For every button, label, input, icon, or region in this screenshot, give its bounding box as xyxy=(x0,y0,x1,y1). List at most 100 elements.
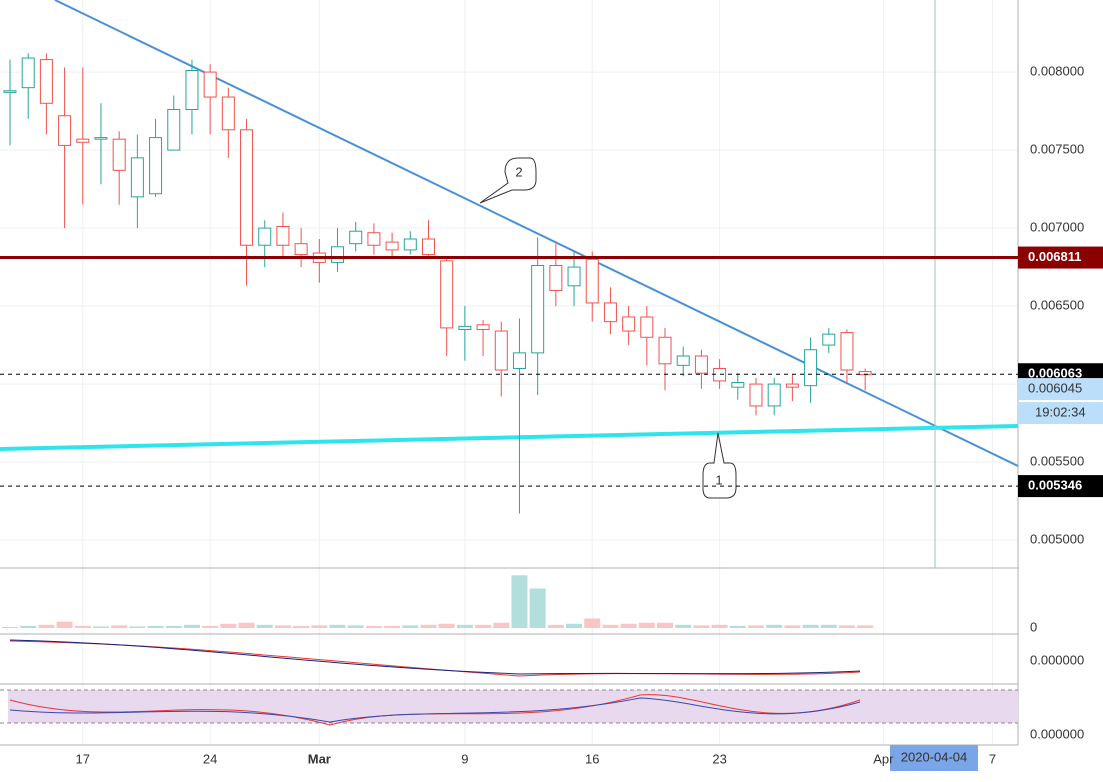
volume-bar xyxy=(329,624,346,628)
candle-body xyxy=(203,71,217,98)
countdown-label: 19:02:34 xyxy=(1035,404,1086,419)
candle-body xyxy=(21,57,35,89)
volume-bar xyxy=(566,623,583,628)
candle-body xyxy=(840,332,854,371)
callout xyxy=(479,157,537,204)
y-tick-label: 0.008000 xyxy=(1030,64,1084,79)
volume-bar xyxy=(620,623,637,628)
volume-bar xyxy=(202,625,219,628)
trend-line xyxy=(54,0,1019,467)
volume-bar xyxy=(784,625,801,628)
volume-bar xyxy=(529,588,546,628)
candle-body xyxy=(385,241,399,251)
y-tick-label: 0.005500 xyxy=(1030,454,1084,469)
candle-body xyxy=(822,333,836,346)
callout-label: 1 xyxy=(715,472,722,487)
x-tick-label: 24 xyxy=(203,751,217,766)
volume-bar xyxy=(493,622,510,628)
volume-bar xyxy=(38,624,55,628)
candles xyxy=(2,53,874,628)
volume-bar xyxy=(729,625,746,628)
volume-bar xyxy=(766,624,783,628)
volume-tick: 0 xyxy=(1030,619,1037,634)
price-level-box xyxy=(1018,246,1103,269)
candle-body xyxy=(458,325,472,330)
trend-line xyxy=(0,424,1019,451)
price-level-box xyxy=(1018,475,1103,498)
volume-bar xyxy=(347,625,364,628)
volume-bar xyxy=(92,626,109,628)
candle-body xyxy=(94,137,108,140)
price-level-label: 0.005346 xyxy=(1028,478,1082,493)
y-tick-label: 0.005000 xyxy=(1030,532,1084,547)
volume-bar xyxy=(2,626,19,628)
volume-bar xyxy=(838,625,855,628)
candle-body xyxy=(694,355,708,374)
volume-bar xyxy=(584,618,601,628)
candle-body xyxy=(622,316,636,332)
candle-body xyxy=(331,246,345,263)
callout xyxy=(702,432,737,499)
volume-bar xyxy=(693,625,710,628)
candle-body xyxy=(440,260,454,329)
candle-body xyxy=(258,227,272,246)
volume-bar xyxy=(438,623,455,628)
x-tick-label: 23 xyxy=(712,751,726,766)
volume-bar xyxy=(111,625,128,628)
x-tick-label: 9 xyxy=(461,751,468,766)
x-tick-label: Apr xyxy=(873,751,894,766)
candle-body xyxy=(112,138,126,171)
volume-bar xyxy=(183,624,200,628)
candle-body xyxy=(494,330,508,371)
volume-bar xyxy=(857,625,874,628)
candle-body xyxy=(130,157,144,198)
candle-body xyxy=(476,324,490,330)
volume-bar xyxy=(511,575,528,628)
x-tick-label: 7 xyxy=(989,751,996,766)
y-tick-label: 0.007000 xyxy=(1030,220,1084,235)
volume-bar xyxy=(311,625,328,628)
candle-body xyxy=(58,115,72,146)
volume-bar xyxy=(638,622,655,628)
candle-body xyxy=(367,232,381,246)
candle-body xyxy=(39,59,53,104)
candle-body xyxy=(3,90,17,93)
candle-body xyxy=(240,129,254,246)
volume-bar xyxy=(475,624,492,628)
volume-bar xyxy=(293,625,310,628)
volume-bar xyxy=(747,625,764,628)
candle-body xyxy=(567,266,581,287)
bid-label: 0.006045 xyxy=(1028,380,1082,395)
candle-body xyxy=(731,382,745,388)
candle-body xyxy=(294,243,308,256)
volume-bar xyxy=(20,625,37,628)
volume-bar xyxy=(74,625,91,628)
candle-body xyxy=(785,383,799,388)
volume-bar xyxy=(147,625,164,628)
y-tick-label: 0.007500 xyxy=(1030,142,1084,157)
volume-bar xyxy=(56,621,73,628)
candle-body xyxy=(276,226,290,246)
oscillator-line xyxy=(9,697,861,723)
candle-body xyxy=(421,238,435,256)
x-tick-label: 17 xyxy=(76,751,90,766)
volume-bar xyxy=(402,625,419,628)
candle-body xyxy=(749,383,763,407)
candle-body xyxy=(676,355,690,366)
volume-bar xyxy=(365,625,382,628)
price-level-label: 0.006811 xyxy=(1028,249,1082,264)
volume-bar xyxy=(165,625,182,628)
volume-bar xyxy=(711,624,728,628)
x-tick-label: Mar xyxy=(308,751,331,766)
bid-box xyxy=(1018,378,1103,401)
volume-bar xyxy=(547,624,564,628)
candle-body xyxy=(512,352,526,369)
macd-line xyxy=(9,639,861,675)
volume-bar xyxy=(456,624,473,628)
candle-body xyxy=(185,70,199,111)
volume-bar xyxy=(802,624,819,628)
crosshair-box xyxy=(890,745,978,771)
oscillator-band xyxy=(8,690,1018,723)
candle-body xyxy=(149,137,163,195)
